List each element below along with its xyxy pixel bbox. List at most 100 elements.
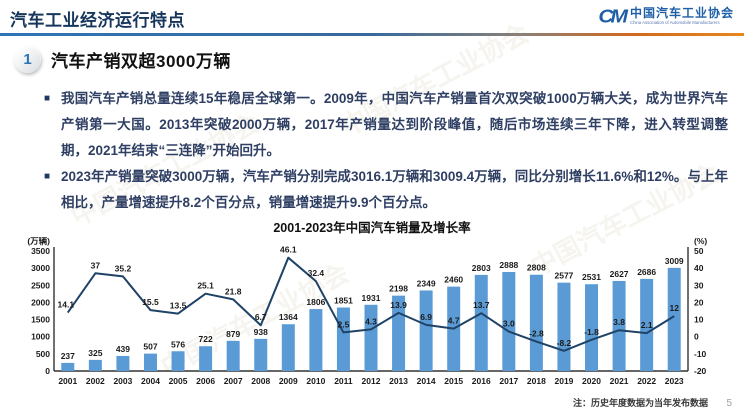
line-label: 12 [669,303,679,313]
line-label: 6.9 [420,312,432,322]
section-heading-row: 1 汽车产销双超3000万辆 [14,46,231,73]
bar-2012 [364,304,378,371]
right-axis-tick: 10 [694,315,704,325]
bar-label: 2460 [444,275,463,285]
bar-2014 [419,290,433,371]
line-label: 4.3 [365,316,377,326]
section-heading: 汽车产销双超3000万辆 [51,52,231,71]
line-label: -2.8 [529,329,544,339]
right-axis-tick: 40 [694,263,704,273]
logo-mark-icon: CM [598,6,628,27]
bar-label: 2888 [499,260,518,270]
left-axis-tick: 3500 [31,246,50,256]
bar-2006 [199,346,213,371]
line-label: 13.7 [473,300,490,310]
bar-2007 [226,340,240,371]
bar-label: 722 [199,334,213,344]
line-label: 2.1 [641,320,653,330]
bar-label: 2627 [610,269,629,279]
x-axis-label: 2023 [665,376,684,386]
left-axis-tick: 1500 [31,315,50,325]
bar-2020 [585,284,599,371]
x-axis-label: 2016 [472,376,491,386]
x-axis-label: 2017 [499,376,518,386]
bar-label: 2803 [472,263,491,273]
bullet-item: ■ 我国汽车产销总量连续15年稳居全球第一。2009年，中国汽车产销量首次双突破… [44,86,728,164]
left-axis-tick: 1000 [31,332,50,342]
chart-title: 2001-2023年中国汽车销量及增长率 [273,221,471,235]
bar-2001 [61,362,75,371]
bar-label: 1931 [362,293,381,303]
x-axis-label: 2019 [554,376,573,386]
x-axis-label: 2018 [527,376,546,386]
line-label: -8.2 [557,338,572,348]
page-title: 汽车工业经济运行特点 [10,11,185,30]
line-label: 13.5 [170,301,187,311]
line-label: 14.1 [58,300,75,310]
bar-label: 237 [61,351,75,361]
x-axis-label: 2021 [610,376,629,386]
line-label: 25.1 [197,281,214,291]
bar-2022 [640,278,654,371]
x-axis-label: 2010 [306,376,325,386]
bar-2003 [116,355,130,371]
page-number: 5 [726,398,732,409]
x-axis-label: 2009 [279,376,298,386]
bar-2018 [529,274,543,371]
footnote: 注：历史年度数据为当年发布数据 [572,398,708,408]
right-axis-unit: (%) [694,237,707,246]
bullet-item: ■ 2023年产销量突破3000万辆，汽车产销分别完成3016.1万辆和3009… [44,164,728,216]
x-axis-label: 2002 [86,376,105,386]
right-axis-tick: 30 [694,280,704,290]
right-axis-tick: 20 [694,297,704,307]
line-label: 21.8 [225,286,242,296]
bar-label: 1364 [279,312,298,322]
left-axis-tick: 2500 [31,280,50,290]
bullet-square-icon: ■ [44,171,51,182]
bar-2017 [502,271,516,371]
x-axis-label: 2003 [113,376,132,386]
bar-2008 [254,338,268,371]
x-axis-label: 2022 [637,376,656,386]
bar-2005 [171,351,185,371]
x-axis-label: 2015 [444,376,463,386]
x-axis-label: 2013 [389,376,408,386]
bar-label: 1851 [334,296,353,306]
x-axis-label: 2001 [58,376,77,386]
bullet-list: ■ 我国汽车产销总量连续15年稳居全球第一。2009年，中国汽车产销量首次双突破… [44,86,728,216]
bar-label: 439 [116,344,130,354]
growth-line [66,256,675,352]
bar-2004 [143,353,157,371]
sales-growth-chart: 2001-2023年中国汽车销量及增长率 (万辆) (%) 0 500 1000 1500… [20,217,724,403]
bullet-square-icon: ■ [44,93,51,104]
bar-label: 2808 [527,263,546,273]
org-logo: CM 中国汽车工业协会 China Association of Automob… [598,6,734,27]
x-axis-label: 2012 [362,376,381,386]
left-axis-tick: 2000 [31,297,50,307]
bar-label: 879 [226,329,240,339]
section-number-badge: 1 [14,46,41,73]
right-axis-tick: -10 [694,349,707,359]
line-label: 4.7 [448,316,460,326]
bar-2019 [557,282,571,371]
x-axis-label: 2007 [224,376,243,386]
line-label: -1.8 [584,327,599,337]
x-axis-label: 2014 [417,376,436,386]
header-divider [0,33,744,36]
right-axis-tick: 0 [694,332,699,342]
x-axis-label: 2008 [251,376,270,386]
line-label: 13.9 [390,300,407,310]
line-label: 2.5 [338,319,350,329]
line-label: 35.2 [115,263,132,273]
chart-canvas: (万辆) (%)0500100015002000250030003500-20-1… [27,236,707,386]
bar-label: 2577 [554,271,573,281]
left-axis-unit: (万辆) [27,237,50,246]
bar-2002 [88,359,102,371]
line-label: 46.1 [280,245,297,255]
logo-org-name-en: China Association of Automobile Manufact… [629,19,720,25]
bullet-text: 我国汽车产销总量连续15年稳居全球第一。2009年，中国汽车产销量首次双突破10… [61,91,728,158]
bar-label: 2198 [389,284,408,294]
line-label: 3.0 [503,319,515,329]
bar-2011 [336,307,350,371]
